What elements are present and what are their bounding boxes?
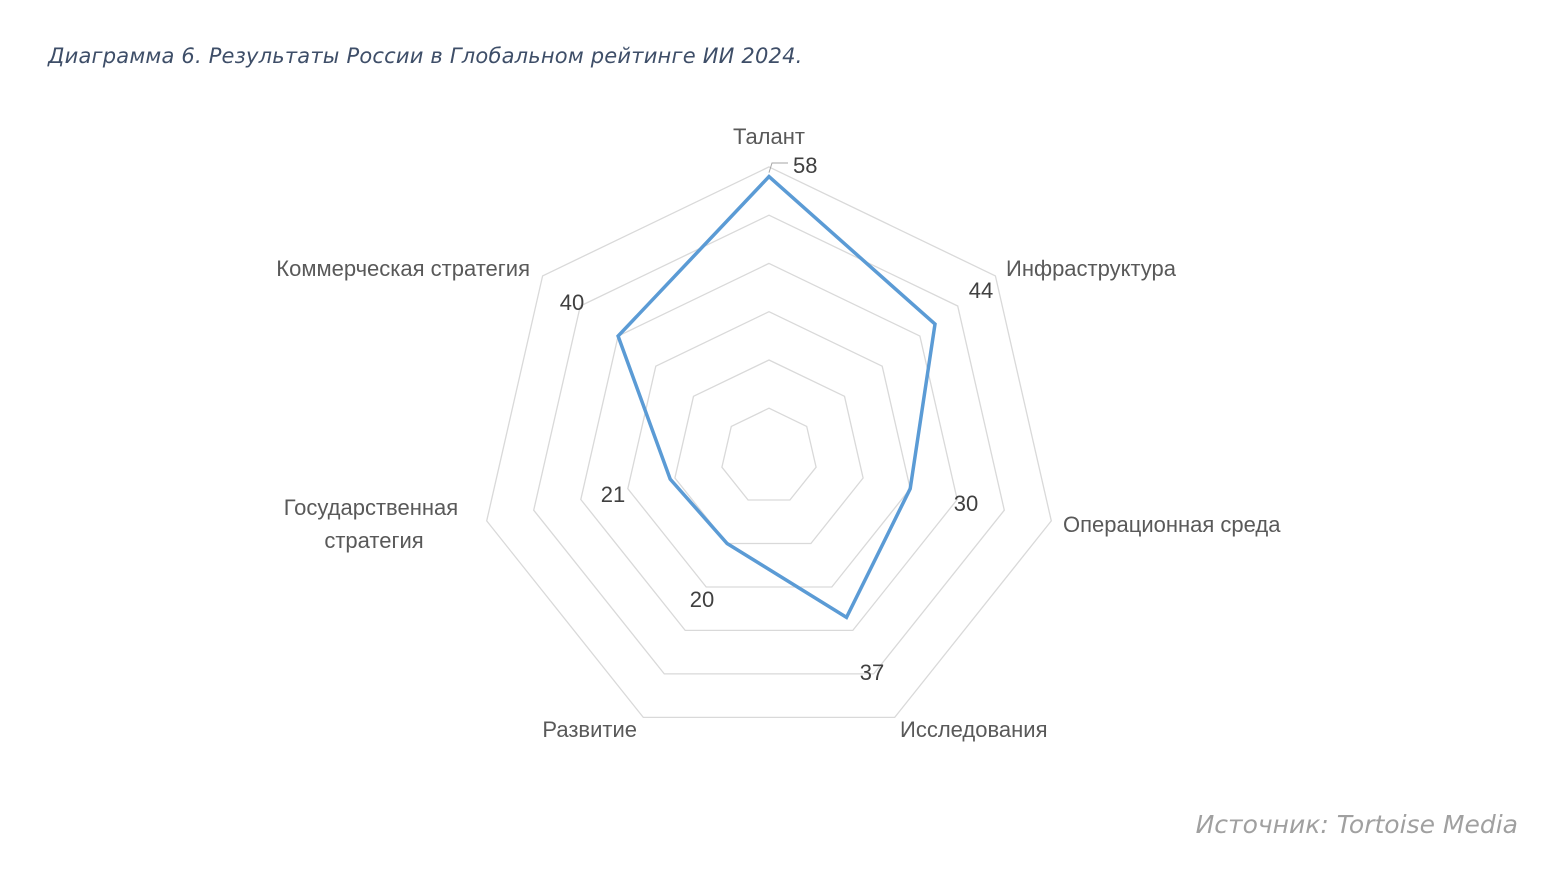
axis-label-commercial-strategy: Коммерческая стратегия [276,256,530,281]
grid-ring [532,214,1006,675]
value-label-commercial-strategy: 40 [560,290,584,315]
chart-title: Диаграмма 6. Результаты России в Глобаль… [48,44,803,68]
grid-ring [627,310,911,588]
axis-label-operating-environment: Операционная среда [1063,512,1281,537]
axis-label-government-strategy: Государственная стратегия [284,495,465,553]
grid-ring [721,407,817,501]
axis-label-research: Исследования [900,717,1048,742]
grid-ring [674,359,864,545]
axis-label-development: Развитие [542,717,637,742]
axis-label-talent: Талант [733,124,805,149]
grid-ring [580,262,958,632]
leader-line [768,162,788,173]
axis-label-infrastructure: Инфраструктура [1006,256,1177,281]
value-label-operating-environment: 30 [954,491,978,516]
value-label-infrastructure: 44 [969,278,993,303]
value-label-government-strategy: 21 [601,482,625,507]
series-line [616,174,937,620]
value-label-research: 37 [860,660,884,685]
radar-grid [485,166,1053,719]
data-series-russia [616,174,937,620]
label-leader-lines [768,162,788,173]
grid-ring [485,166,1053,719]
source-note: Источник: Tortoise Media [1195,810,1518,839]
value-label-talent: 58 [793,153,817,178]
value-label-development: 20 [690,587,714,612]
